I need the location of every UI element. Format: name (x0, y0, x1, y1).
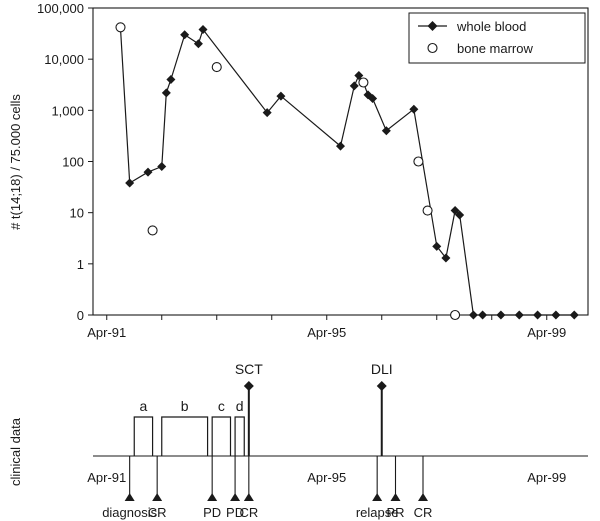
x-tick-label: Apr-99 (527, 325, 566, 340)
intervention-label: SCT (235, 361, 263, 377)
series-bone-marrow (115, 22, 461, 321)
treatment-block (133, 416, 154, 456)
data-point-diamond (166, 75, 176, 85)
event-label: PR (386, 505, 404, 520)
timeline-x-axis: Apr-91 Apr-95 Apr-99 (87, 470, 566, 485)
data-point-diamond (180, 30, 190, 40)
y-tick-label: 1,000 (51, 103, 84, 118)
data-point-diamond (161, 88, 171, 98)
data-point-diamond (551, 310, 561, 320)
data-point-diamond (354, 70, 364, 80)
data-point-circle (211, 62, 222, 73)
data-point-diamond (368, 94, 378, 104)
interventions: SCT DLI (235, 361, 393, 456)
legend-label-bone-marrow: bone marrow (457, 41, 533, 56)
treatment-block (161, 416, 209, 456)
data-point-diamond (478, 310, 488, 320)
y-tick-label: 100,000 (37, 1, 84, 16)
intervention-diamond (376, 381, 387, 391)
treatment-label: b (181, 398, 189, 414)
event-triangle (418, 493, 428, 501)
event-triangle (207, 493, 218, 501)
data-point-diamond (262, 108, 272, 118)
data-point-diamond (533, 310, 543, 320)
series-whole-blood (116, 23, 579, 320)
data-point-diamond (441, 253, 451, 263)
data-point-circle (358, 77, 369, 88)
event-triangle (372, 493, 383, 501)
series-line (119, 28, 575, 316)
event-label: CR (414, 505, 433, 520)
data-point-diamond (336, 141, 345, 151)
timeline-tick-label: Apr-99 (527, 470, 566, 485)
data-point-circle (115, 22, 126, 33)
event-triangle (152, 493, 163, 501)
data-point-diamond (157, 161, 167, 171)
event-triangle (243, 493, 254, 501)
data-point-diamond (125, 178, 135, 188)
event-label: PD (203, 505, 221, 520)
treatment-label: c (218, 398, 225, 414)
intervention-label: DLI (371, 361, 393, 377)
event-label: CR (239, 505, 258, 520)
y-tick-label: 1 (77, 257, 84, 272)
treatment-label: a (140, 398, 148, 414)
data-point-diamond (349, 81, 359, 91)
legend-label-whole-blood: whole blood (456, 19, 526, 34)
y-tick-label: 100 (62, 155, 84, 170)
data-point-diamond (569, 310, 579, 320)
treatment-block (211, 416, 232, 456)
intervention-diamond (243, 381, 254, 391)
data-point-diamond (468, 310, 478, 320)
data-point-diamond (143, 167, 153, 177)
data-point-circle (147, 225, 158, 236)
series-layer (115, 22, 579, 321)
data-point-diamond (455, 210, 465, 220)
timeline-tick-label: Apr-95 (307, 470, 346, 485)
data-point-diamond (450, 206, 460, 216)
data-point-diamond (432, 241, 442, 251)
event-label: PD (226, 505, 244, 520)
data-point-diamond (514, 310, 524, 320)
y-axis-label: # t(14;18) / 75.000 cells (8, 94, 23, 230)
x-tick-label: Apr-91 (87, 325, 126, 340)
x-axis: Apr-91 Apr-95 Apr-99 (87, 315, 566, 340)
data-point-diamond (193, 39, 203, 49)
x-tick-label: Apr-95 (307, 325, 346, 340)
data-point-diamond (381, 126, 391, 136)
y-tick-label: 10,000 (44, 52, 84, 67)
event-triangle (124, 493, 135, 501)
data-point-circle (413, 156, 424, 167)
event-triangle (230, 493, 241, 501)
legend-bone-marrow: bone marrow (427, 41, 533, 56)
event-triangle (390, 493, 401, 501)
legend-box (408, 12, 586, 64)
data-point-diamond (198, 25, 208, 35)
event-label: diagnosis (102, 505, 157, 520)
legend: whole blood bone marrow (408, 12, 586, 64)
treatment-label: d (236, 398, 244, 414)
legend-whole-blood: whole blood (418, 19, 526, 34)
treatment-block (234, 416, 245, 456)
y-tick-label: 0 (77, 308, 84, 323)
event-label: CR (148, 505, 167, 520)
timeline-tick-label: Apr-91 (87, 470, 126, 485)
timeline-y-label: clinical data (8, 417, 23, 486)
legend-diamond-marker (427, 21, 438, 31)
event-label: relapse (356, 505, 399, 520)
data-point-diamond (409, 104, 419, 114)
data-point-circle (422, 205, 433, 216)
data-point-circle (450, 309, 461, 321)
legend-circle-marker (427, 42, 438, 54)
data-point-diamond (276, 91, 286, 101)
y-tick-label: 10 (70, 206, 84, 221)
data-point-diamond (496, 310, 506, 320)
